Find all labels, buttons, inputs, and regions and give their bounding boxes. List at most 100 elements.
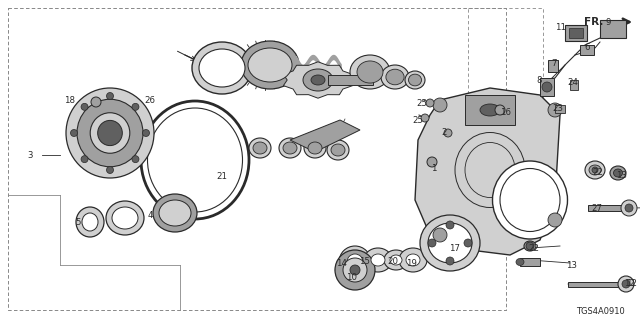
Ellipse shape xyxy=(327,140,349,160)
Ellipse shape xyxy=(480,104,500,116)
Polygon shape xyxy=(415,88,560,255)
Ellipse shape xyxy=(386,69,404,85)
Circle shape xyxy=(433,98,447,112)
Ellipse shape xyxy=(589,165,601,175)
Text: 12: 12 xyxy=(627,279,637,289)
Ellipse shape xyxy=(405,71,425,89)
Ellipse shape xyxy=(112,207,138,229)
Ellipse shape xyxy=(524,241,536,251)
Text: 25: 25 xyxy=(413,116,424,124)
Ellipse shape xyxy=(77,99,143,167)
Circle shape xyxy=(81,156,88,163)
Ellipse shape xyxy=(364,248,392,272)
Ellipse shape xyxy=(249,138,271,158)
Circle shape xyxy=(143,130,150,137)
Bar xyxy=(548,60,558,72)
Ellipse shape xyxy=(381,65,409,89)
Circle shape xyxy=(91,97,101,107)
Circle shape xyxy=(542,82,552,92)
Text: 7: 7 xyxy=(551,59,557,68)
Ellipse shape xyxy=(585,161,605,179)
Bar xyxy=(580,45,594,55)
Ellipse shape xyxy=(90,113,130,153)
Ellipse shape xyxy=(408,74,422,86)
Ellipse shape xyxy=(331,144,345,156)
Text: 22: 22 xyxy=(529,244,540,252)
Text: 18: 18 xyxy=(65,95,76,105)
Text: 26: 26 xyxy=(145,95,156,105)
Text: 23: 23 xyxy=(552,103,563,113)
Circle shape xyxy=(446,257,454,265)
Circle shape xyxy=(433,228,447,242)
Polygon shape xyxy=(284,62,353,98)
Bar xyxy=(568,282,628,287)
Circle shape xyxy=(106,166,113,173)
Text: 19: 19 xyxy=(406,259,417,268)
Text: 4: 4 xyxy=(147,211,153,220)
Text: 10: 10 xyxy=(346,274,358,283)
Ellipse shape xyxy=(371,254,385,266)
Ellipse shape xyxy=(308,142,322,154)
Ellipse shape xyxy=(304,138,326,158)
Bar xyxy=(569,28,583,38)
Circle shape xyxy=(428,239,436,247)
Ellipse shape xyxy=(253,142,267,154)
Circle shape xyxy=(132,103,139,110)
Text: 15: 15 xyxy=(360,258,371,267)
Circle shape xyxy=(446,221,454,229)
Ellipse shape xyxy=(614,169,623,177)
Ellipse shape xyxy=(347,254,363,270)
Ellipse shape xyxy=(153,194,197,232)
Text: 8: 8 xyxy=(536,76,541,84)
Ellipse shape xyxy=(399,248,427,272)
Circle shape xyxy=(106,92,113,100)
Ellipse shape xyxy=(192,42,252,94)
Circle shape xyxy=(427,157,437,167)
Ellipse shape xyxy=(406,254,420,266)
Bar xyxy=(8,8,506,310)
Bar xyxy=(468,8,543,183)
Ellipse shape xyxy=(384,250,408,270)
Bar xyxy=(588,205,630,211)
Bar xyxy=(8,8,506,310)
Text: 6: 6 xyxy=(584,43,589,52)
Text: 25: 25 xyxy=(417,99,428,108)
Ellipse shape xyxy=(199,49,245,87)
Ellipse shape xyxy=(82,213,98,231)
Ellipse shape xyxy=(339,246,371,278)
Circle shape xyxy=(444,129,452,137)
Ellipse shape xyxy=(283,142,297,154)
Ellipse shape xyxy=(159,200,191,226)
Bar xyxy=(600,20,626,38)
Ellipse shape xyxy=(303,69,333,91)
Ellipse shape xyxy=(390,255,402,265)
Ellipse shape xyxy=(106,201,144,235)
Circle shape xyxy=(618,276,634,292)
Bar xyxy=(570,80,578,90)
Circle shape xyxy=(464,239,472,247)
Text: 14: 14 xyxy=(337,260,348,268)
Text: 24: 24 xyxy=(568,77,579,86)
Ellipse shape xyxy=(279,138,301,158)
Ellipse shape xyxy=(357,61,383,83)
Circle shape xyxy=(350,265,360,275)
Text: 13: 13 xyxy=(616,171,627,180)
Text: 9: 9 xyxy=(605,18,611,27)
Text: 21: 21 xyxy=(216,172,227,180)
Polygon shape xyxy=(290,120,360,152)
Circle shape xyxy=(625,204,633,212)
Circle shape xyxy=(70,130,77,137)
Ellipse shape xyxy=(98,120,122,146)
Text: 13: 13 xyxy=(566,260,577,269)
Ellipse shape xyxy=(610,166,626,180)
Circle shape xyxy=(495,105,505,115)
Circle shape xyxy=(335,250,375,290)
Ellipse shape xyxy=(311,75,325,85)
Text: 16: 16 xyxy=(500,108,511,116)
Circle shape xyxy=(421,114,429,122)
Bar xyxy=(565,25,587,41)
Text: 5: 5 xyxy=(76,218,81,227)
Bar xyxy=(465,95,515,125)
Bar xyxy=(555,105,565,113)
Bar xyxy=(520,258,540,266)
